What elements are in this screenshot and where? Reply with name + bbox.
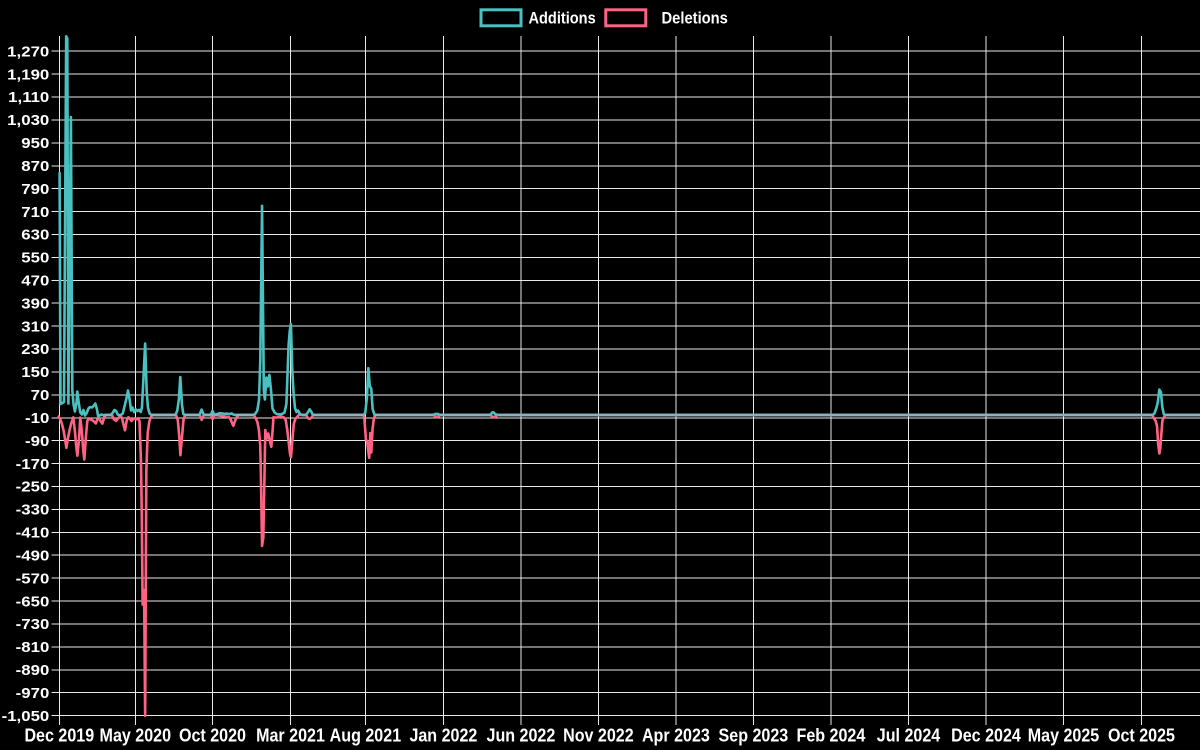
svg-text:Jan 2022: Jan 2022 xyxy=(409,726,477,746)
svg-text:710: 710 xyxy=(21,204,49,221)
svg-text:Dec 2024: Dec 2024 xyxy=(951,726,1021,746)
svg-text:470: 470 xyxy=(21,273,49,290)
svg-text:Oct 2020: Oct 2020 xyxy=(179,726,246,746)
svg-text:230: 230 xyxy=(21,341,49,358)
svg-text:-970: -970 xyxy=(16,685,50,702)
svg-text:870: 870 xyxy=(21,158,49,175)
svg-text:150: 150 xyxy=(21,364,49,381)
svg-text:May 2020: May 2020 xyxy=(100,726,172,746)
svg-text:-330: -330 xyxy=(16,502,50,519)
svg-text:1,270: 1,270 xyxy=(7,43,49,60)
svg-text:-170: -170 xyxy=(16,456,50,473)
svg-text:Aug 2021: Aug 2021 xyxy=(330,726,402,746)
svg-text:-490: -490 xyxy=(16,547,50,564)
svg-text:550: 550 xyxy=(21,250,49,267)
svg-text:630: 630 xyxy=(21,227,49,244)
svg-text:-570: -570 xyxy=(16,570,50,587)
svg-text:-250: -250 xyxy=(16,479,50,496)
svg-text:790: 790 xyxy=(21,181,49,198)
svg-text:May 2025: May 2025 xyxy=(1028,726,1100,746)
svg-text:Sep 2023: Sep 2023 xyxy=(719,726,789,746)
svg-text:-650: -650 xyxy=(16,593,50,610)
svg-text:1,030: 1,030 xyxy=(7,112,49,129)
svg-text:-730: -730 xyxy=(16,616,50,633)
svg-text:1,110: 1,110 xyxy=(8,89,49,106)
svg-text:70: 70 xyxy=(31,387,50,404)
svg-text:390: 390 xyxy=(21,295,49,312)
svg-text:Oct 2025: Oct 2025 xyxy=(1108,726,1175,746)
svg-text:Jun 2022: Jun 2022 xyxy=(487,726,556,746)
svg-text:Mar 2021: Mar 2021 xyxy=(256,726,325,746)
svg-text:Apr 2023: Apr 2023 xyxy=(642,726,710,746)
svg-text:-90: -90 xyxy=(25,433,49,450)
svg-text:-1,050: -1,050 xyxy=(2,708,50,725)
svg-text:Dec 2019: Dec 2019 xyxy=(24,726,94,746)
svg-text:-810: -810 xyxy=(16,639,50,656)
svg-text:-10: -10 xyxy=(25,410,49,427)
svg-text:-410: -410 xyxy=(16,525,50,542)
svg-text:1,190: 1,190 xyxy=(7,66,49,83)
svg-text:Deletions: Deletions xyxy=(662,9,728,28)
svg-text:310: 310 xyxy=(21,318,49,335)
svg-text:-890: -890 xyxy=(16,662,50,679)
svg-text:Jul 2024: Jul 2024 xyxy=(877,726,940,746)
svg-text:950: 950 xyxy=(21,135,49,152)
svg-text:Additions: Additions xyxy=(529,9,596,28)
svg-text:Nov 2022: Nov 2022 xyxy=(563,726,634,746)
svg-text:Feb 2024: Feb 2024 xyxy=(797,726,866,746)
